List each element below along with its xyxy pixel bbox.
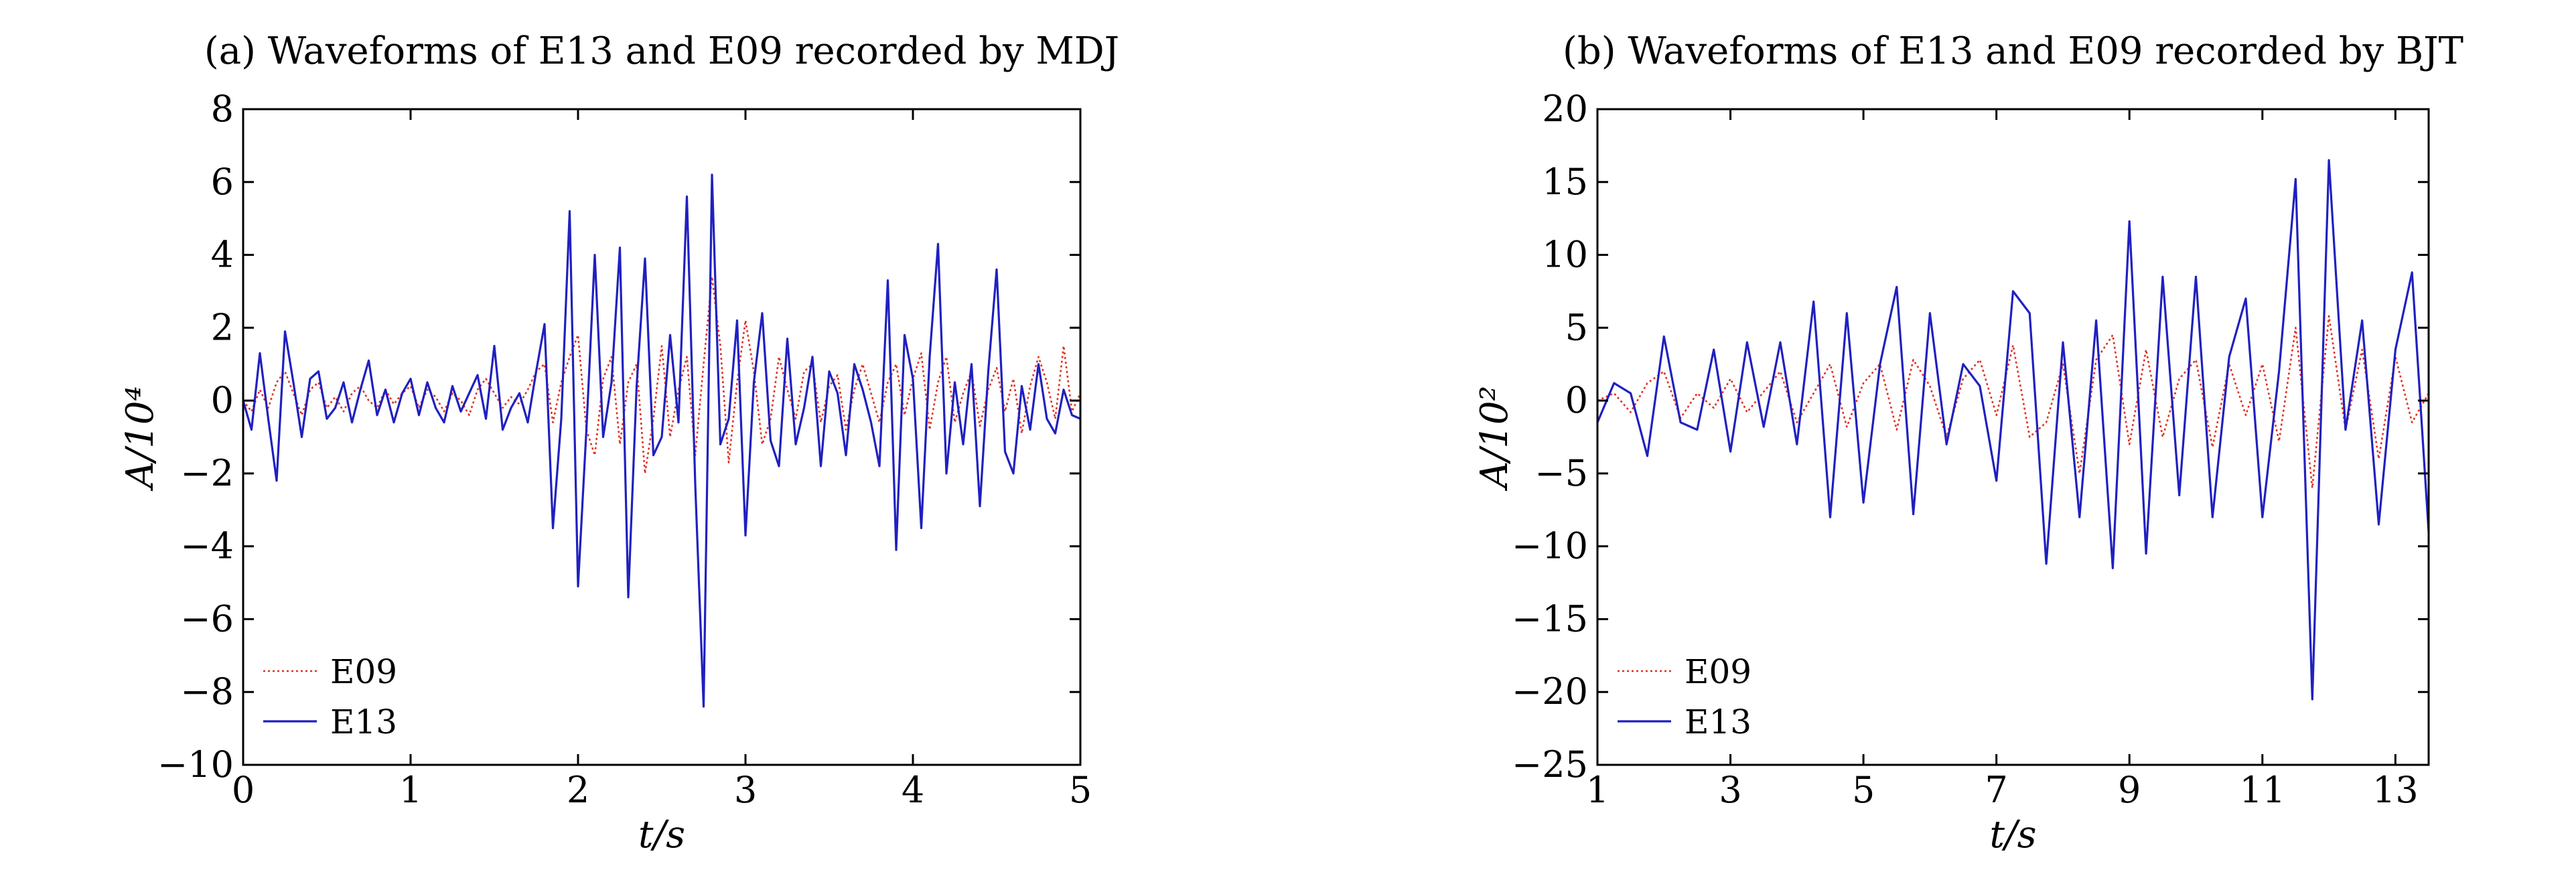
chart-title: (a) Waveforms of E13 and E09 recorded by… bbox=[204, 29, 1119, 73]
x-tick-label: 1 bbox=[1586, 769, 1609, 811]
x-tick-label: 5 bbox=[1069, 769, 1092, 811]
chart-title: (b) Waveforms of E13 and E09 recorded by… bbox=[1563, 29, 2463, 73]
y-tick-label: 8 bbox=[211, 88, 234, 130]
series-line-e09 bbox=[242, 275, 1082, 475]
legend: E09 E13 bbox=[1618, 652, 1751, 741]
y-tick-label: 6 bbox=[211, 161, 234, 203]
y-tick-label: −10 bbox=[157, 743, 234, 786]
x-tick-label: 1 bbox=[399, 769, 422, 811]
chart-panel-bjt: (b) Waveforms of E13 and E09 recorded by… bbox=[1473, 29, 2463, 857]
x-tick-label: 9 bbox=[2118, 769, 2141, 811]
series-line-e13 bbox=[242, 173, 1081, 708]
plot-frame bbox=[1596, 108, 2430, 766]
legend: E09 E13 bbox=[263, 652, 397, 741]
plot-area: 0 1 2 3 4 5 8 6 4 2 0 −2 −4 −6 −8 −10 bbox=[157, 88, 1092, 811]
x-axis-label: t/s bbox=[638, 813, 685, 857]
chart-panel-mdj: (a) Waveforms of E13 and E09 recorded by… bbox=[119, 29, 1119, 857]
y-tick-label: −8 bbox=[180, 670, 234, 713]
y-tick-label: −2 bbox=[180, 452, 234, 494]
y-tick-label: 0 bbox=[1565, 379, 1588, 421]
x-tick-label: 2 bbox=[567, 769, 589, 811]
y-tick-label: 10 bbox=[1542, 234, 1588, 276]
y-tick-label: 20 bbox=[1542, 88, 1588, 130]
y-tick-label: −15 bbox=[1512, 597, 1588, 640]
series-line-e13 bbox=[1596, 159, 2430, 701]
x-tick-label: 0 bbox=[232, 769, 255, 811]
y-tick-label: −25 bbox=[1512, 743, 1588, 786]
y-tick-label: −5 bbox=[1534, 452, 1588, 494]
x-tick-label: 7 bbox=[1985, 769, 2008, 811]
plot-frame bbox=[242, 108, 1082, 766]
x-tick-label: 4 bbox=[902, 769, 924, 811]
y-tick-label: 0 bbox=[211, 379, 234, 421]
x-axis-label: t/s bbox=[1989, 813, 2036, 857]
legend-label-e13: E13 bbox=[1685, 703, 1751, 741]
legend-label-e13: E13 bbox=[330, 703, 397, 741]
x-tick-label: 5 bbox=[1852, 769, 1875, 811]
y-tick-label: 5 bbox=[1565, 306, 1588, 348]
series-line-e09 bbox=[1597, 315, 2430, 489]
legend-label-e09: E09 bbox=[330, 652, 397, 691]
y-axis-label: A/10⁴ bbox=[119, 386, 162, 492]
x-tick-label: 11 bbox=[2239, 769, 2285, 811]
x-tick-label: 13 bbox=[2372, 769, 2419, 811]
y-tick-label: 15 bbox=[1542, 161, 1588, 203]
y-axis-label: A/10² bbox=[1473, 386, 1516, 492]
y-tick-label: 4 bbox=[211, 234, 234, 276]
y-tick-label: −10 bbox=[1512, 525, 1588, 567]
y-tick-label: −4 bbox=[180, 525, 234, 567]
legend-label-e09: E09 bbox=[1685, 652, 1751, 691]
y-tick-label: 2 bbox=[211, 306, 234, 348]
y-tick-label: −20 bbox=[1512, 670, 1588, 713]
x-tick-label: 3 bbox=[734, 769, 757, 811]
x-tick-label: 3 bbox=[1719, 769, 1741, 811]
y-tick-label: −6 bbox=[180, 597, 234, 640]
